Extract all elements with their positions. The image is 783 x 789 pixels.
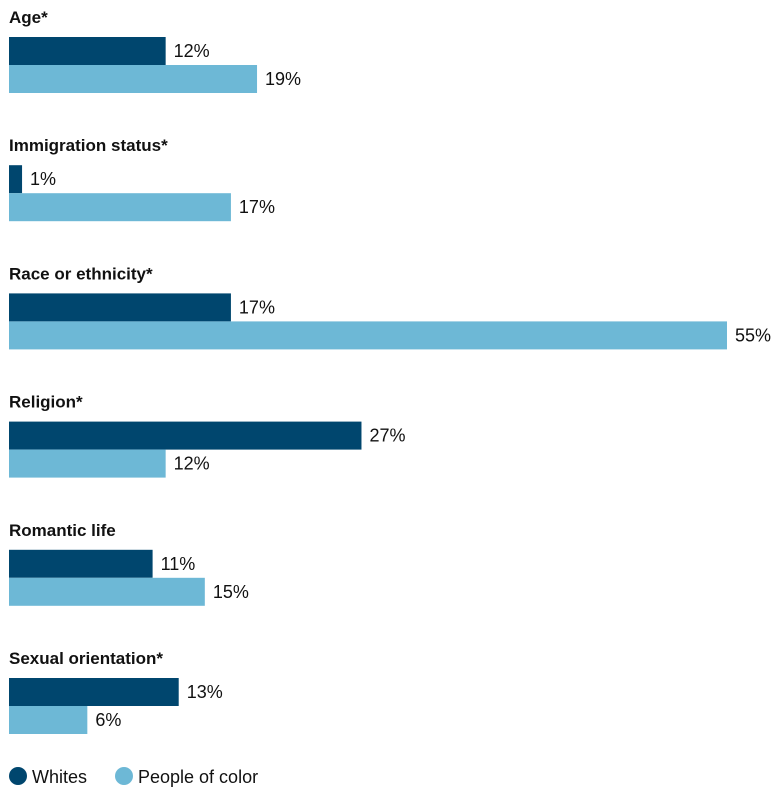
category-group-age: Age* 12% 19% [9,8,301,93]
category-label: Romantic life [9,521,116,540]
value-label-whites: 17% [239,297,275,317]
category-group-sexual-orientation: Sexual orientation* 13% 6% [9,649,223,734]
value-label-whites: 11% [161,554,196,574]
category-label: Immigration status* [9,136,168,155]
bar-whites [9,549,153,578]
value-label-whites: 1% [30,169,56,189]
value-label-people-of-color: 55% [735,325,771,345]
category-label: Religion* [9,393,83,412]
value-label-people-of-color: 12% [174,454,210,474]
value-label-people-of-color: 17% [239,197,275,217]
category-label: Race or ethnicity* [9,264,153,283]
value-label-whites: 13% [187,682,223,702]
category-group-immigration-status: Immigration status* 1% 17% [9,136,275,222]
chart-groups: Age*12%19%Immigration status*1%17%Race o… [9,8,771,734]
bar-people-of-color [9,577,205,606]
bar-people-of-color [9,65,258,93]
bar-people-of-color [9,321,727,350]
legend-marker-whites [9,767,27,785]
value-label-people-of-color: 6% [95,710,121,730]
bar-whites [9,421,362,450]
bar-whites [9,293,231,322]
bar-people-of-color [9,449,166,478]
value-label-whites: 27% [369,426,405,446]
bar-people-of-color [9,193,231,222]
category-group-religion: Religion* 27% 12% [9,393,406,478]
value-label-people-of-color: 15% [213,582,249,602]
bar-whites [9,37,166,65]
value-label-whites: 12% [174,41,210,61]
category-group-race-or-ethnicity: Race or ethnicity* 17% 55% [9,264,771,350]
legend-label-people-of-color: People of color [138,767,258,787]
value-label-people-of-color: 19% [265,69,301,89]
bar-whites [9,678,179,706]
legend-marker-people-of-color [115,767,133,785]
legend: Whites People of color [9,767,258,787]
category-label: Age* [9,8,48,27]
bar-people-of-color [9,706,88,734]
category-label: Sexual orientation* [9,649,163,668]
category-group-romantic-life: Romantic life 11% 15% [9,521,249,606]
legend-label-whites: Whites [32,767,87,787]
bar-whites [9,165,23,194]
